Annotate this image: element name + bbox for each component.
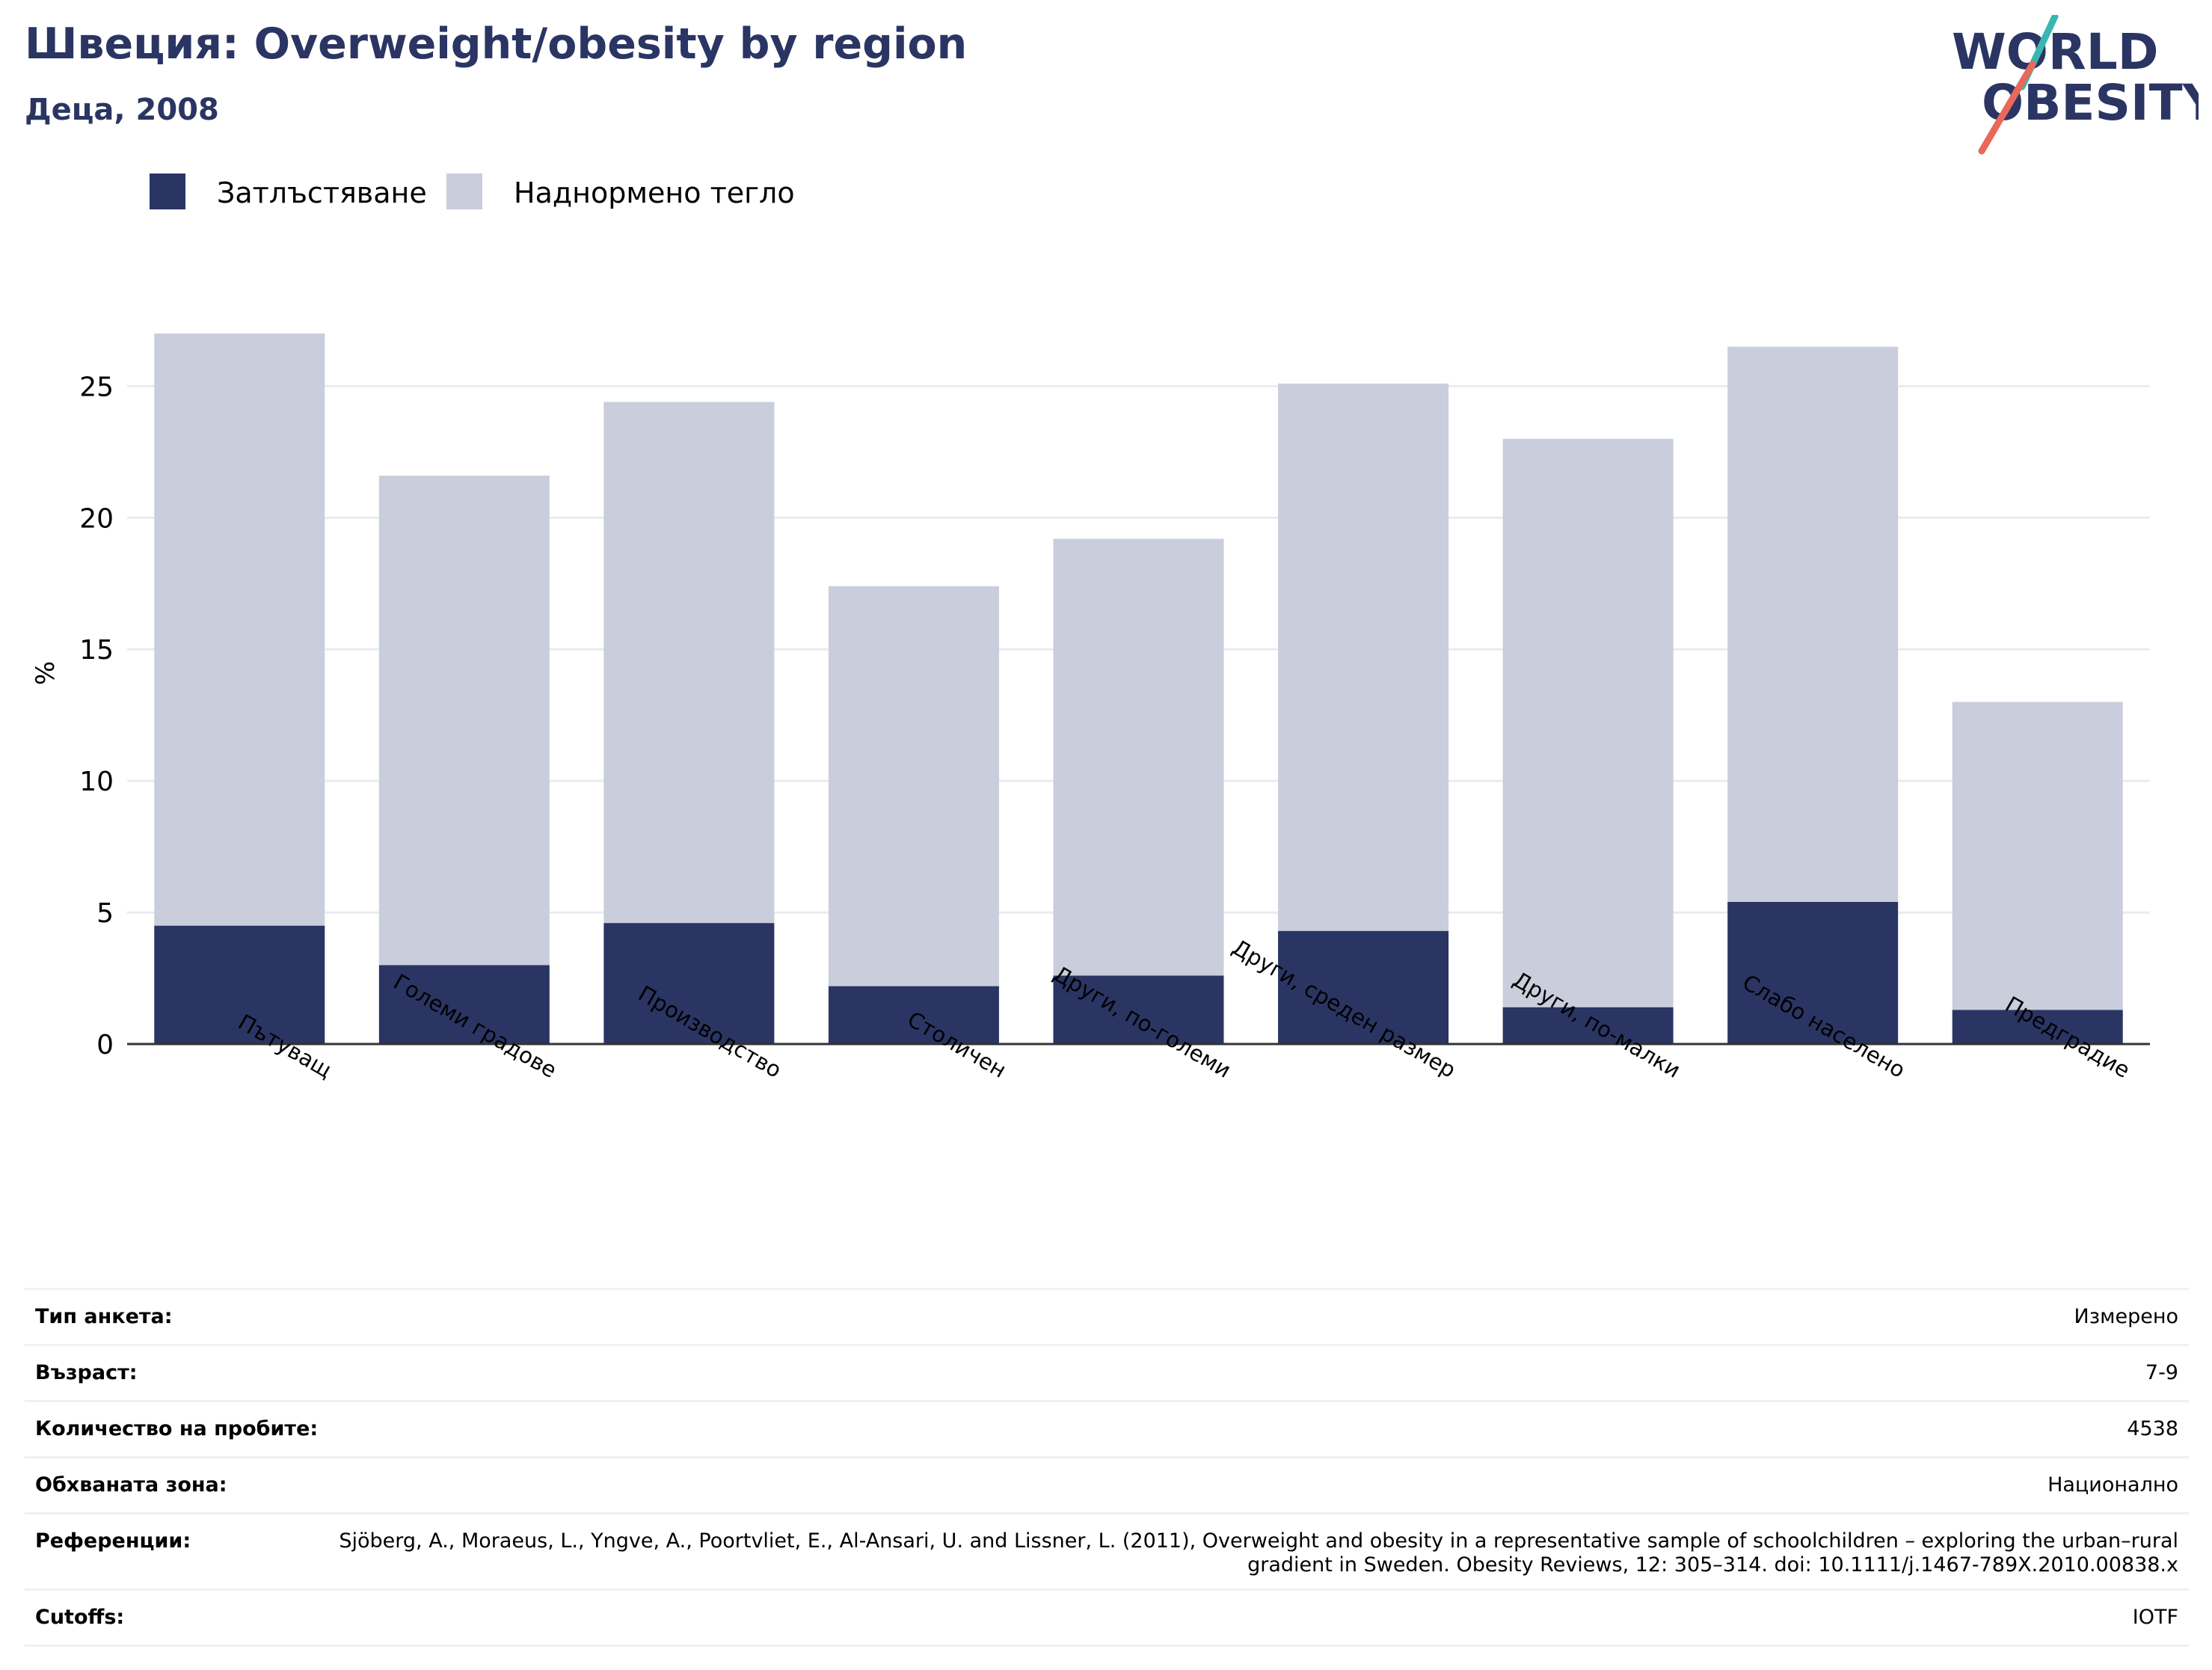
- logo-slash-coral: [1978, 61, 2036, 155]
- legend-label-obesity: Затлъстяване: [217, 176, 427, 209]
- details-value: IOTF: [2132, 1606, 2178, 1629]
- details-label: Възраст:: [35, 1361, 138, 1384]
- bar-obesity[interactable]: [1053, 975, 1224, 1044]
- details-value: Sjöberg, A., Moraeus, L., Yngve, A., Poo…: [339, 1529, 2178, 1577]
- y-axis-ticks: 0 5 10 15 20 25: [79, 372, 114, 1060]
- legend-swatch-overweight: [446, 174, 482, 209]
- chart-subtitle: Деца, 2008: [25, 93, 219, 127]
- stacked-bar-chart: Затлъстяване Наднормено тегло % 0 5 10 15 20…: [31, 174, 2150, 1083]
- bar-overweight[interactable]: [1053, 538, 1224, 976]
- details-row: Възраст: 7-9: [25, 1345, 2189, 1402]
- bar-overweight[interactable]: [828, 586, 999, 986]
- bar-overweight[interactable]: [1952, 702, 2123, 1010]
- details-row: Cutoffs: IOTF: [25, 1589, 2189, 1646]
- y-tick-label: 0: [96, 1030, 114, 1060]
- bar-overweight[interactable]: [1727, 346, 1899, 902]
- details-row: Тип анкета: Измерено: [25, 1289, 2189, 1345]
- bars: [154, 334, 2123, 1044]
- details-row: Количество на пробите: 4538: [25, 1401, 2189, 1458]
- survey-details-table: Тип анкета: Измерено Възраст: 7-9 Количество…: [25, 1288, 2189, 1647]
- y-tick-label: 25: [79, 372, 114, 402]
- world-obesity-logo: WORLD OBESITY: [1952, 15, 2199, 155]
- details-label: Количество на пробите:: [35, 1417, 319, 1440]
- details-value: Национално: [2047, 1473, 2178, 1496]
- details-label: Тип анкета:: [35, 1305, 173, 1328]
- legend-label-overweight: Наднормено тегло: [514, 176, 795, 209]
- y-tick-label: 5: [96, 898, 114, 929]
- bar-overweight[interactable]: [378, 476, 550, 966]
- legend-swatch-obesity: [150, 174, 185, 209]
- details-label: Референции:: [35, 1529, 191, 1553]
- y-tick-label: 20: [79, 503, 114, 534]
- bar-obesity[interactable]: [378, 965, 550, 1044]
- details-label: Обхваната зона:: [35, 1473, 227, 1496]
- details-label: Cutoffs:: [35, 1606, 125, 1629]
- details-value: 7-9: [2145, 1361, 2178, 1384]
- y-axis-label: %: [31, 661, 61, 685]
- bar-obesity[interactable]: [1502, 1007, 1674, 1044]
- details-row: Референции: Sjöberg, A., Moraeus, L., Yng…: [25, 1513, 2189, 1590]
- bar-obesity[interactable]: [603, 923, 775, 1044]
- bar-obesity[interactable]: [1278, 930, 1449, 1044]
- bar-overweight[interactable]: [154, 334, 325, 926]
- details-value: Измерено: [2074, 1305, 2178, 1328]
- legend: Затлъстяване Наднормено тегло: [150, 174, 795, 209]
- details-value: 4538: [2127, 1417, 2178, 1440]
- bar-obesity[interactable]: [1952, 1010, 2123, 1044]
- bar-overweight[interactable]: [1502, 438, 1674, 1007]
- chart-title: Швеция: Overweight/obesity by region: [25, 19, 968, 69]
- bar-overweight[interactable]: [603, 402, 775, 924]
- bar-overweight[interactable]: [1278, 383, 1449, 931]
- y-tick-label: 10: [79, 767, 114, 797]
- logo-text-world: WORLD: [1952, 23, 2159, 81]
- y-tick-label: 15: [79, 635, 114, 666]
- bar-obesity[interactable]: [154, 925, 325, 1044]
- details-row: Обхваната зона: Национално: [25, 1457, 2189, 1514]
- bar-obesity[interactable]: [828, 986, 999, 1044]
- bar-obesity[interactable]: [1727, 902, 1899, 1044]
